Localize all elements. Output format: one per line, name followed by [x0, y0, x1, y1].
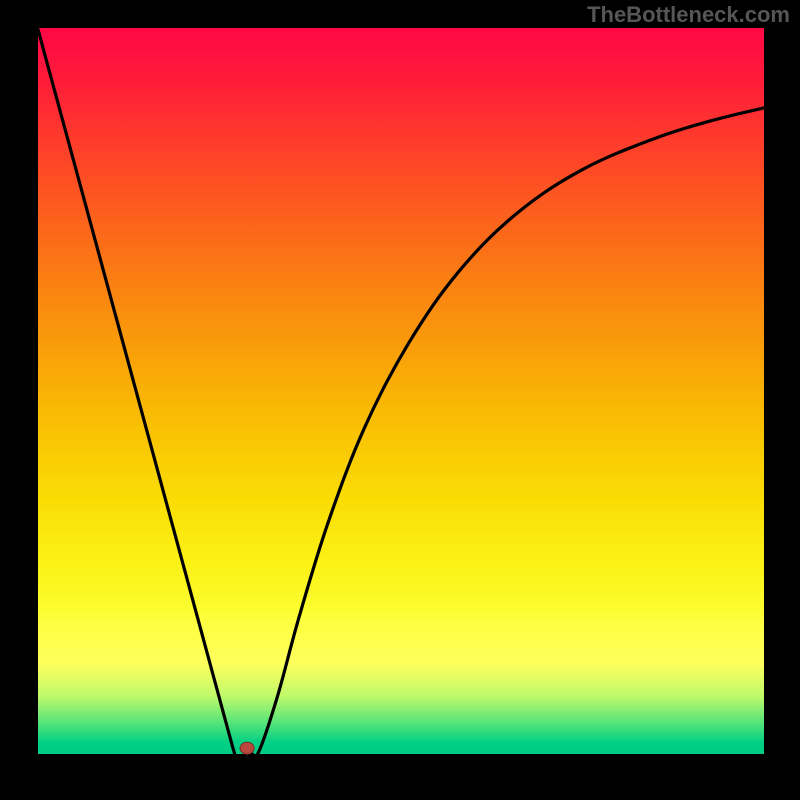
chart-frame: { "watermark": { "text": "TheBottleneck.… — [0, 0, 800, 800]
valley-marker — [240, 742, 254, 754]
plot-svg — [0, 0, 800, 800]
watermark-text: TheBottleneck.com — [587, 2, 790, 28]
